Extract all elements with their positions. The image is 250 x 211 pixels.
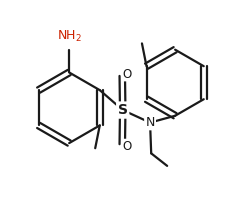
- Text: O: O: [122, 68, 132, 81]
- Text: NH$_2$: NH$_2$: [57, 29, 82, 44]
- Text: S: S: [118, 103, 128, 117]
- Text: O: O: [122, 139, 132, 153]
- Text: N: N: [145, 116, 155, 129]
